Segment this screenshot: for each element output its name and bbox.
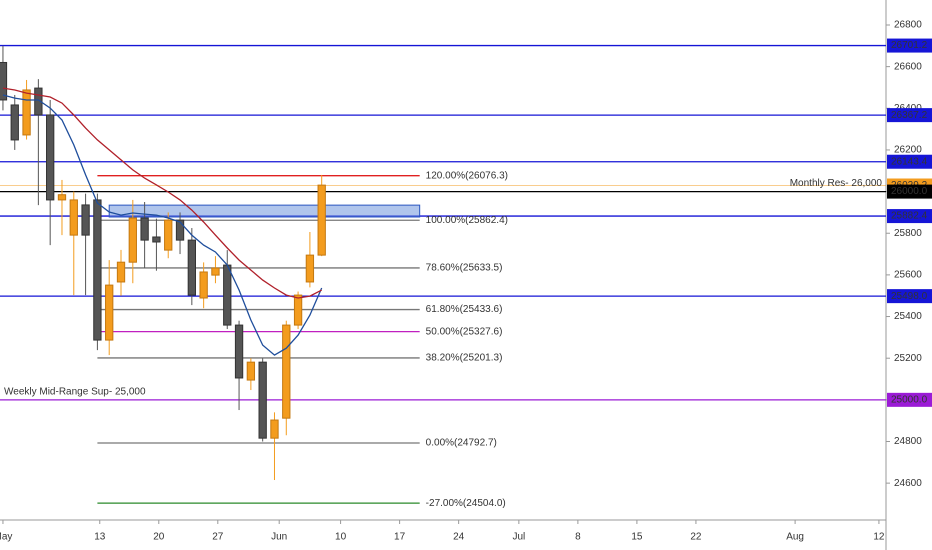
x-tick-label: 20 <box>153 532 165 543</box>
candle-body <box>175 219 185 241</box>
candle-body <box>116 261 126 283</box>
y-tick-label: 25600 <box>894 270 922 281</box>
fib-label: 38.20%(25201.3) <box>426 353 503 364</box>
zone <box>108 204 421 218</box>
price-badge <box>887 154 932 169</box>
fib-label: 100.00%(25862.4) <box>426 215 508 226</box>
price-badge <box>887 392 932 407</box>
fib-label: 50.00%(25327.6) <box>426 326 503 337</box>
candle-body <box>105 284 114 341</box>
moving-average <box>2 87 322 299</box>
price-badge <box>887 38 932 53</box>
annotation: Weekly Mid-Range Sup- 25,000 <box>4 386 146 397</box>
y-tick-label: 25800 <box>894 228 922 239</box>
x-tick-label: 27 <box>212 532 224 543</box>
y-tick-label: 25200 <box>894 353 922 364</box>
candle-body <box>0 61 8 101</box>
y-tick-label: 26800 <box>894 20 922 31</box>
candle-body <box>258 361 267 439</box>
candle-body <box>317 184 326 256</box>
candle-body <box>57 194 67 201</box>
x-tick-label: May <box>0 532 12 543</box>
price-badge-label: 26701.2 <box>891 40 928 51</box>
candle-body <box>211 267 220 276</box>
y-tick-label: 24600 <box>894 478 922 489</box>
y-tick-label: 26200 <box>894 145 922 156</box>
x-tick-label: 15 <box>631 532 643 543</box>
candle-body <box>69 199 78 236</box>
candle-body <box>164 219 173 251</box>
candle-body <box>234 324 244 379</box>
candle-body <box>223 264 232 326</box>
candle-body <box>199 271 208 299</box>
x-tick-label: Aug <box>786 532 804 543</box>
fib-label: -27.00%(24504.0) <box>426 498 506 509</box>
candle-body <box>293 294 303 326</box>
y-tick-label: 24800 <box>894 436 922 447</box>
fib-label: 0.00%(24792.7) <box>426 438 497 449</box>
price-badge-label: 26143.4 <box>891 156 928 167</box>
x-tick-label: 8 <box>575 532 581 543</box>
price-badge-label: 26000.0 <box>891 186 928 197</box>
x-tick-label: 17 <box>394 532 406 543</box>
candle-body <box>152 236 161 243</box>
x-tick-label: 10 <box>335 532 347 543</box>
fib-label: 61.80%(25433.6) <box>426 304 503 315</box>
candle-body <box>81 204 90 236</box>
y-tick-label: 25400 <box>894 311 922 322</box>
price-badge <box>887 209 932 224</box>
candle-body <box>187 239 196 296</box>
x-tick-label: Jul <box>512 532 525 543</box>
candle-body <box>34 87 43 116</box>
candle-body <box>22 89 31 136</box>
price-badge <box>887 289 932 304</box>
candle-body <box>46 114 55 201</box>
candle-body <box>282 324 291 419</box>
fib-label: 78.60%(25633.5) <box>426 263 503 274</box>
annotation: Monthly Res- 26,000 <box>790 178 883 189</box>
price-badge-label: 26367.2 <box>891 110 928 121</box>
candle-body <box>93 199 102 341</box>
price-badge-label: 25000.0 <box>891 394 928 405</box>
candle-body <box>270 419 279 439</box>
candle-body <box>246 361 256 381</box>
candle-body <box>10 104 19 141</box>
candle-body <box>128 217 137 263</box>
candle-body <box>140 217 149 241</box>
price-badge-label: 25498.0 <box>891 291 928 302</box>
x-tick-label: 22 <box>690 532 702 543</box>
x-tick-label: 13 <box>94 532 106 543</box>
x-tick-label: 24 <box>453 532 465 543</box>
x-tick-label: 12 <box>873 532 885 543</box>
price-badge <box>887 184 932 199</box>
moving-average <box>2 94 323 356</box>
x-tick-label: Jun <box>271 532 287 543</box>
fib-label: 120.00%(26076.3) <box>426 170 508 181</box>
price-badge <box>887 108 932 123</box>
candle-body <box>305 254 315 283</box>
y-tick-label: 26600 <box>894 61 922 72</box>
price-badge-label: 25882.4 <box>891 211 928 222</box>
